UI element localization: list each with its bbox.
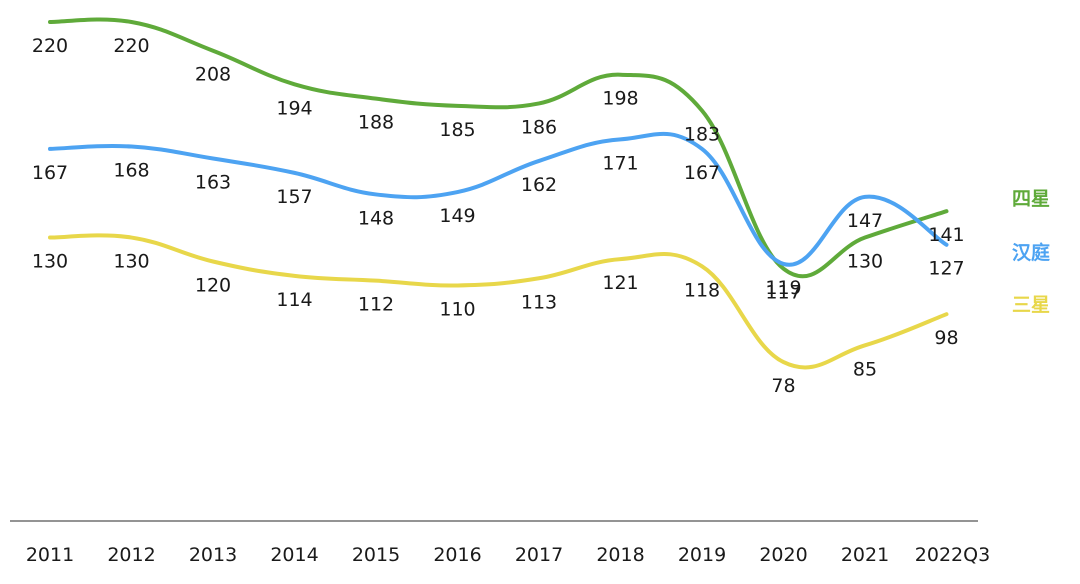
data-label-hanting: 149 xyxy=(439,205,475,227)
data-label-three-star: 112 xyxy=(358,294,394,316)
x-tick-label: 2021 xyxy=(841,544,889,566)
x-tick-label: 2016 xyxy=(433,544,481,566)
x-tick-label: 2018 xyxy=(596,544,644,566)
x-tick-label: 2012 xyxy=(107,544,155,566)
data-label-hanting: 127 xyxy=(928,258,964,280)
data-label-hanting: 147 xyxy=(847,210,883,232)
data-labels: 220 220 208 194 188 185 186 198 183 117 130 141 167 1… xyxy=(32,35,965,397)
data-label-four-star: 185 xyxy=(439,119,475,141)
data-label-three-star: 118 xyxy=(684,279,720,301)
data-label-three-star: 78 xyxy=(771,375,795,397)
x-tick-label: 2020 xyxy=(759,544,807,566)
data-label-three-star: 120 xyxy=(195,275,231,297)
x-tick-label: 2017 xyxy=(515,544,563,566)
data-label-four-star: 183 xyxy=(684,124,720,146)
legend-item-hanting: 汉庭 xyxy=(1012,242,1051,264)
data-label-four-star: 117 xyxy=(765,282,801,304)
series-lines xyxy=(48,17,949,370)
data-label-four-star: 220 xyxy=(32,35,68,57)
legend-item-three-star: 三星 xyxy=(1012,294,1051,316)
data-label-four-star: 188 xyxy=(358,112,394,134)
data-label-four-star: 186 xyxy=(521,116,557,138)
x-tick-label: 2019 xyxy=(678,544,726,566)
data-label-hanting: 148 xyxy=(358,207,394,229)
data-label-four-star: 194 xyxy=(276,97,312,119)
series-line-hanting xyxy=(48,131,949,267)
data-label-three-star: 130 xyxy=(32,251,68,273)
data-label-hanting: 167 xyxy=(32,162,68,184)
x-tick-label: 2015 xyxy=(352,544,400,566)
x-tick-label: 2014 xyxy=(270,544,318,566)
data-label-four-star: 208 xyxy=(195,64,231,86)
data-label-three-star: 113 xyxy=(521,291,557,313)
series-line-three-star xyxy=(48,233,949,370)
data-label-four-star: 198 xyxy=(602,88,638,110)
data-label-three-star: 121 xyxy=(602,272,638,294)
x-axis-ticks: 2011 2012 2013 2014 2015 2016 2017 2018 2019 2020… xyxy=(26,544,990,566)
data-label-four-star: 141 xyxy=(928,224,964,246)
x-tick-label: 2011 xyxy=(26,544,74,566)
data-label-hanting: 119 xyxy=(765,277,801,299)
data-label-four-star: 220 xyxy=(113,35,149,57)
data-label-three-star: 85 xyxy=(853,358,877,380)
data-label-three-star: 110 xyxy=(439,298,475,320)
legend-item-four-star: 四星 xyxy=(1012,188,1051,210)
data-label-three-star: 114 xyxy=(276,289,312,311)
data-label-hanting: 162 xyxy=(521,174,557,196)
data-label-hanting: 168 xyxy=(113,160,149,182)
data-label-four-star: 130 xyxy=(847,251,883,273)
data-label-three-star: 130 xyxy=(113,251,149,273)
x-tick-label: 2013 xyxy=(189,544,237,566)
data-label-hanting: 171 xyxy=(602,152,638,174)
data-label-hanting: 157 xyxy=(276,186,312,208)
data-label-hanting: 167 xyxy=(684,162,720,184)
data-label-hanting: 163 xyxy=(195,172,231,194)
data-label-three-star: 98 xyxy=(934,327,958,349)
x-tick-label: 2022Q3 xyxy=(915,544,990,566)
series-line-four-star xyxy=(48,17,949,279)
